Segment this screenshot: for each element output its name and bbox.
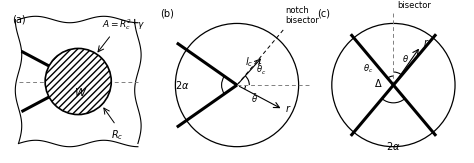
- Text: (a): (a): [12, 15, 25, 25]
- Circle shape: [45, 48, 111, 115]
- Text: $r$: $r$: [423, 37, 430, 48]
- Text: (c): (c): [317, 8, 329, 18]
- Text: (b): (b): [160, 8, 174, 18]
- Text: $2\alpha$: $2\alpha$: [386, 140, 401, 152]
- Text: $\bar{\theta}$: $\bar{\theta}$: [251, 93, 258, 105]
- Text: $2\alpha$: $2\alpha$: [175, 79, 190, 91]
- Text: $\theta$: $\theta$: [402, 53, 409, 64]
- Text: $\Delta$: $\Delta$: [374, 77, 383, 89]
- Text: notch
bisector: notch bisector: [397, 0, 431, 10]
- Text: $R_c$: $R_c$: [111, 128, 124, 142]
- Text: notch
bisector: notch bisector: [286, 6, 319, 25]
- Text: $\bar{\theta}_c$: $\bar{\theta}_c$: [256, 62, 266, 76]
- Text: $l_c$: $l_c$: [245, 55, 253, 69]
- Text: $\theta_c$: $\theta_c$: [363, 63, 374, 75]
- Text: $r$: $r$: [285, 103, 292, 114]
- Text: W: W: [75, 88, 86, 98]
- Text: $A = R_c^2 \cdot \gamma$: $A = R_c^2 \cdot \gamma$: [102, 17, 145, 32]
